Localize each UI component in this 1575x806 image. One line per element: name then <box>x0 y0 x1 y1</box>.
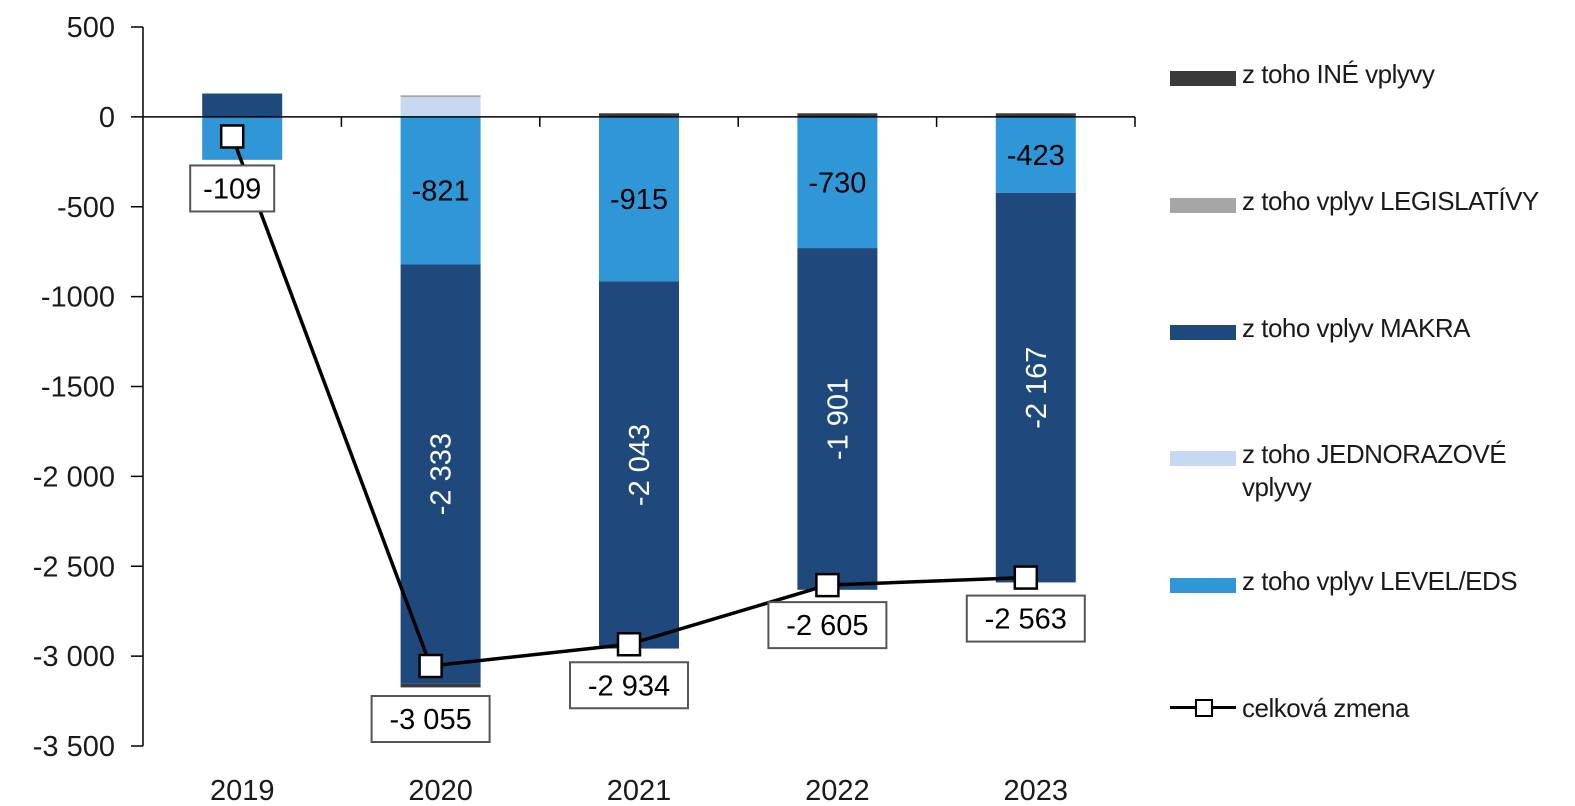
y-tick-label: -1000 <box>41 282 115 314</box>
line-data-label: -2 605 <box>786 610 868 642</box>
legend-label-ine: z toho INÉ vplyvy <box>1242 59 1435 89</box>
x-tick-label: 2023 <box>1004 775 1069 806</box>
bar-segment <box>797 248 878 590</box>
line-label-box <box>370 695 491 744</box>
line-marker <box>815 572 840 598</box>
bar-segment <box>995 116 1076 193</box>
line-marker <box>219 124 245 149</box>
y-axis: 500 0 -500 -1000 -1500 -2 000 -2 500 -3 000 -3 5… <box>33 12 144 763</box>
line-marker <box>1013 565 1039 590</box>
data-label-level-eds: -915 <box>610 184 668 216</box>
x-tick-label: 2020 <box>408 775 473 806</box>
bar-segment <box>995 192 1076 583</box>
legend-label-makra: z toho vplyv MAKRA <box>1242 313 1470 343</box>
bar-segment <box>797 113 878 117</box>
legend-line-marker-icon <box>1170 692 1236 722</box>
line-label-box <box>767 601 888 650</box>
legend-swatch-legislativa <box>1170 198 1236 213</box>
line-label-box <box>965 594 1086 643</box>
legend-label-legislativa: z toho vplyv LEGISLATÍVY <box>1242 186 1539 216</box>
total-change-line: -109 -3 055 -2 934 -2 605 -2 563 <box>189 124 1086 744</box>
data-label-makra: -2 043 <box>624 424 656 506</box>
legend: z toho INÉ vplyvy z toho vplyv LEGISLATÍ… <box>1170 0 1575 806</box>
bar-segment <box>400 116 481 265</box>
bar-segment <box>202 93 283 117</box>
line-label-box <box>569 661 689 710</box>
y-tick-label: -3 500 <box>33 731 115 763</box>
y-tick-label: 500 <box>67 12 115 44</box>
x-tick-label: 2021 <box>607 775 672 806</box>
y-tick-label: -2 500 <box>33 551 115 583</box>
x-tick-label: 2019 <box>210 775 275 806</box>
bar-segment <box>400 97 481 117</box>
legend-item-ine: z toho INÉ vplyvy <box>1170 58 1567 91</box>
bar-segment <box>400 264 481 684</box>
bars: -821 -2 333 -915 -2 043 -730 -1 901 -423 -2 167 <box>202 93 1076 688</box>
legend-swatch-level-eds <box>1170 578 1236 593</box>
line-data-label: -109 <box>203 173 261 205</box>
bar-segment <box>599 113 679 117</box>
x-tick-label: 2022 <box>805 775 870 806</box>
data-label-makra: -2 333 <box>426 433 458 515</box>
line-label-box <box>189 164 276 213</box>
line-data-label: -3 055 <box>389 704 471 736</box>
data-label-makra: -1 901 <box>822 378 854 460</box>
data-label-level-eds: -821 <box>412 176 470 208</box>
line-marker <box>616 632 642 657</box>
y-tick-label: -500 <box>57 192 115 224</box>
legend-item-makra: z toho vplyv MAKRA <box>1170 312 1567 345</box>
bar-segment <box>599 281 679 649</box>
legend-swatch-ine <box>1170 71 1236 86</box>
line-marker <box>418 653 443 679</box>
legend-item-level-eds: z toho vplyv LEVEL/EDS <box>1170 565 1575 598</box>
legend-item-celkova-zmena: celková zmena <box>1170 692 1567 725</box>
legend-swatch-jednorazove <box>1170 451 1236 466</box>
bar-segment <box>995 113 1076 117</box>
bar-segment <box>400 683 481 688</box>
x-axis: 2019 2020 2021 2022 2023 <box>143 116 1136 806</box>
y-tick-label: -3 000 <box>33 641 115 673</box>
y-tick-label: -1500 <box>41 372 115 404</box>
legend-label-celkova-zmena: celková zmena <box>1242 693 1409 723</box>
legend-item-jednorazove: z toho JEDNORAZOVÉ vplyvy <box>1170 438 1567 504</box>
legend-label-jednorazove: z toho JEDNORAZOVÉ vplyvy <box>1242 439 1507 502</box>
data-label-makra: -2 167 <box>1021 347 1053 429</box>
data-label-level-eds: -423 <box>1007 140 1065 172</box>
y-tick-label: 0 <box>99 102 115 134</box>
legend-item-legislativa: z toho vplyv LEGISLATÍVY <box>1170 185 1567 218</box>
data-label-level-eds: -730 <box>808 167 866 199</box>
legend-swatch-makra <box>1170 325 1236 340</box>
bar-segment <box>797 116 878 249</box>
line-data-label: -2 563 <box>985 604 1067 636</box>
line-data-label: -2 934 <box>588 670 670 702</box>
bar-segment <box>400 95 481 98</box>
legend-label-level-eds: z toho vplyv LEVEL/EDS <box>1242 566 1518 596</box>
bar-segment <box>599 116 679 282</box>
y-tick-label: -2 000 <box>33 461 115 493</box>
